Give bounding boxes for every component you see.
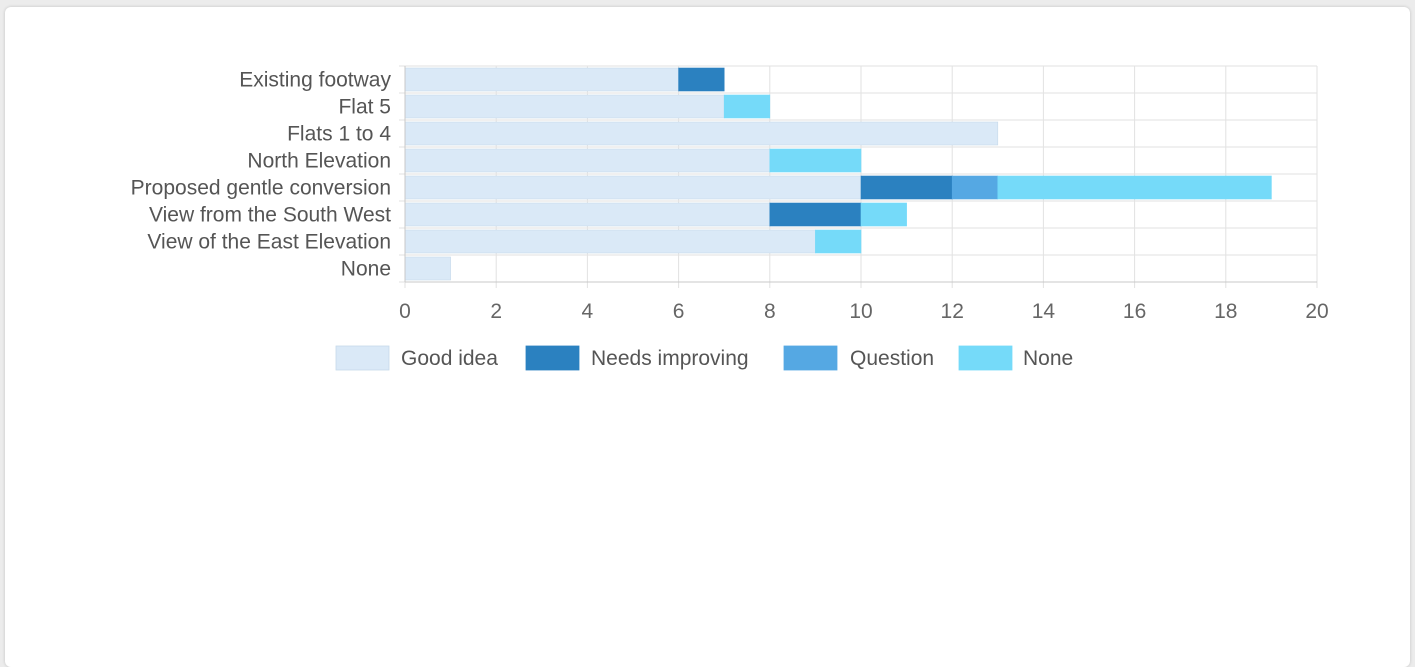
- x-tick-label: 16: [1123, 300, 1146, 323]
- legend-label: Question: [850, 347, 934, 370]
- bar-segment[interactable]: [404, 67, 679, 92]
- bar-segment[interactable]: [404, 202, 771, 227]
- category-label: View from the South West: [149, 204, 391, 227]
- bar-segment[interactable]: [860, 202, 907, 227]
- category-label: North Elevation: [247, 150, 391, 173]
- bar-segment[interactable]: [404, 121, 999, 146]
- category-label: View of the East Elevation: [147, 231, 391, 254]
- bar-segment[interactable]: [404, 94, 725, 119]
- legend-item[interactable]: Question: [783, 345, 934, 371]
- x-tick-label: 0: [399, 300, 411, 323]
- bar-segment[interactable]: [815, 229, 862, 254]
- x-tick-label: 20: [1305, 300, 1328, 323]
- x-tick-labels: 0 2 4 6 8 10 12 14 16 18 20: [399, 300, 1329, 323]
- x-tick-label: 8: [764, 300, 776, 323]
- bars: [404, 67, 1272, 281]
- bar-segment[interactable]: [997, 175, 1272, 200]
- legend-item[interactable]: Needs improving: [525, 345, 749, 371]
- bar-segment[interactable]: [404, 175, 862, 200]
- legend-label: Needs improving: [591, 347, 749, 370]
- x-tick-label: 14: [1032, 300, 1056, 323]
- bar-segment[interactable]: [723, 94, 771, 119]
- bar-segment[interactable]: [404, 148, 771, 173]
- legend-label: Good idea: [401, 347, 498, 370]
- category-label: None: [341, 258, 391, 281]
- bar-segment[interactable]: [678, 67, 725, 92]
- legend-swatch: [525, 345, 580, 371]
- bar-segment[interactable]: [769, 148, 862, 173]
- legend-swatch: [783, 345, 838, 371]
- bar-segment[interactable]: [769, 202, 862, 227]
- bar-segment[interactable]: [404, 229, 816, 254]
- legend-swatch: [335, 345, 390, 371]
- category-labels: Existing footway Flat 5 Flats 1 to 4 North …: [131, 69, 392, 281]
- bar-segment[interactable]: [951, 175, 999, 200]
- category-label: Flat 5: [338, 96, 391, 119]
- legend-label: None: [1023, 347, 1073, 370]
- x-tick-label: 12: [941, 300, 964, 323]
- x-tick-label: 2: [490, 300, 502, 323]
- category-label: Proposed gentle conversion: [131, 177, 391, 200]
- bar-segment[interactable]: [404, 256, 451, 281]
- x-tick-label: 10: [849, 300, 872, 323]
- legend: Good idea Needs improving Question None: [335, 345, 1073, 371]
- x-tick-label: 18: [1214, 300, 1237, 323]
- axes: [404, 66, 1317, 283]
- legend-swatch: [958, 345, 1013, 371]
- bar-segment[interactable]: [860, 175, 953, 200]
- x-tick-label: 6: [673, 300, 685, 323]
- legend-item[interactable]: None: [958, 345, 1073, 371]
- category-label: Flats 1 to 4: [287, 123, 391, 146]
- category-label: Existing footway: [239, 69, 391, 92]
- x-tick-label: 4: [582, 300, 594, 323]
- legend-item[interactable]: Good idea: [335, 345, 498, 371]
